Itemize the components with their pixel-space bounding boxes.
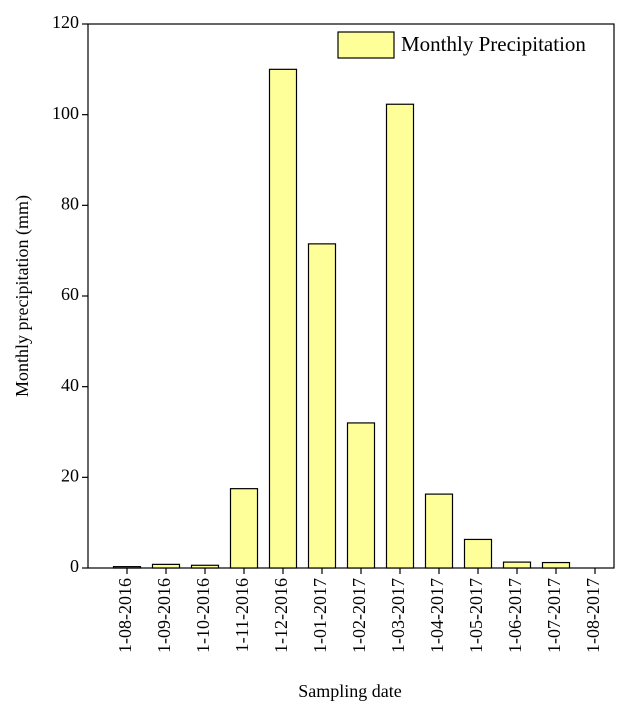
legend-label: Monthly Precipitation bbox=[401, 32, 586, 56]
bar bbox=[151, 563, 181, 569]
y-tick-label: 60 bbox=[61, 284, 79, 304]
bar bbox=[307, 243, 337, 569]
legend-swatch bbox=[337, 31, 395, 59]
x-tick-label: 1-09-2016 bbox=[154, 578, 174, 653]
y-tick-label: 80 bbox=[61, 193, 79, 213]
bar bbox=[424, 493, 454, 569]
x-tick-label: 1-04-2017 bbox=[427, 578, 447, 653]
bar bbox=[268, 68, 298, 569]
bar bbox=[229, 488, 259, 569]
y-axis-title: Monthly precipitation (mm) bbox=[12, 195, 33, 397]
y-tick-label: 40 bbox=[61, 375, 79, 395]
x-tick-label: 1-06-2017 bbox=[505, 578, 525, 653]
bar bbox=[190, 564, 220, 569]
bar bbox=[112, 566, 142, 569]
y-tick-label: 0 bbox=[70, 556, 79, 576]
x-tick-label: 1-07-2017 bbox=[544, 578, 564, 653]
x-tick-label: 1-11-2016 bbox=[232, 578, 252, 652]
x-tick-label: 1-10-2016 bbox=[193, 578, 213, 653]
bar bbox=[541, 561, 571, 569]
x-tick-label: 1-01-2017 bbox=[310, 578, 330, 653]
bar bbox=[385, 103, 415, 569]
x-tick-label: 1-08-2017 bbox=[583, 578, 603, 653]
x-tick-label: 1-12-2016 bbox=[271, 578, 291, 653]
y-tick-label: 20 bbox=[61, 465, 79, 485]
x-tick-label: 1-05-2017 bbox=[466, 578, 486, 653]
bar bbox=[463, 538, 493, 569]
x-axis-title: Sampling date bbox=[298, 681, 401, 701]
x-tick-label: 1-08-2016 bbox=[115, 578, 135, 653]
y-tick-label: 100 bbox=[52, 103, 79, 123]
y-tick-label: 120 bbox=[52, 12, 79, 32]
bar bbox=[502, 561, 532, 569]
bar bbox=[346, 422, 376, 569]
x-tick-label: 1-03-2017 bbox=[388, 578, 408, 653]
x-tick-label: 1-02-2017 bbox=[349, 578, 369, 653]
